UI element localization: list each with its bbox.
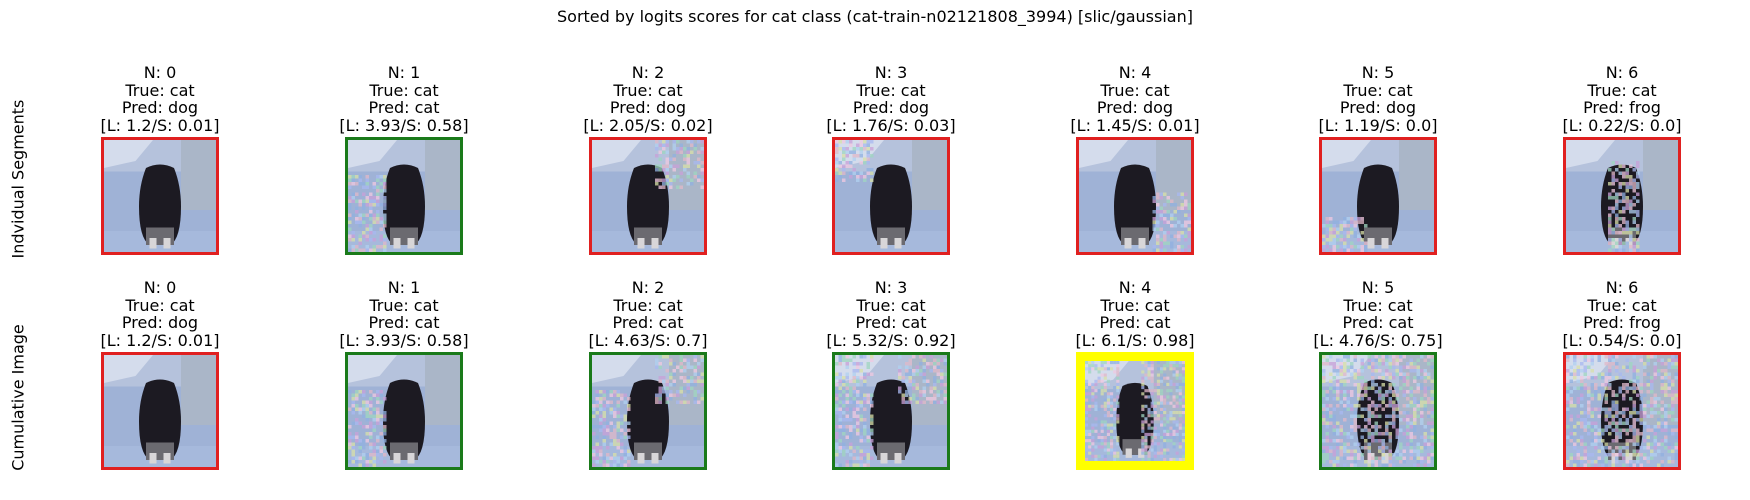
panel-true: True: cat bbox=[1587, 295, 1657, 315]
cumulative-panel-0: N: 0 True: cat Pred: dog [L: 1.2/S: 0.01… bbox=[70, 278, 250, 471]
panel-true: True: cat bbox=[1343, 295, 1413, 315]
cumulative-panel-3: N: 3 True: cat Pred: cat [L: 5.32/S: 0.9… bbox=[801, 278, 981, 471]
panel-true: True: cat bbox=[1100, 80, 1170, 100]
individual-panel-5: N: 5 True: cat Pred: dog [L: 1.19/S: 0.0… bbox=[1288, 63, 1468, 256]
panel-n: N: 2 bbox=[631, 278, 665, 297]
panel-score: [L: 0.54/S: 0.0] bbox=[1562, 330, 1682, 350]
segment-image bbox=[1563, 137, 1681, 256]
panel-score: [L: 0.22/S: 0.0] bbox=[1562, 115, 1682, 135]
segment-image bbox=[1319, 137, 1437, 256]
panel-pred: Pred: dog bbox=[852, 98, 930, 118]
panel-pred: Pred: cat bbox=[368, 98, 440, 118]
cumulative-panel-6: N: 6 True: cat Pred: frog [L: 0.54/S: 0.… bbox=[1532, 278, 1712, 471]
figure-title: Sorted by logits scores for cat class (c… bbox=[557, 7, 1193, 26]
panel-pred: Pred: dog bbox=[1339, 98, 1417, 118]
panel-score: [L: 3.93/S: 0.58] bbox=[339, 330, 469, 350]
panel-n: N: 5 bbox=[1361, 278, 1395, 297]
panel-true: True: cat bbox=[1587, 80, 1657, 100]
panel-true: True: cat bbox=[856, 295, 926, 315]
individual-panel-1: N: 1 True: cat Pred: cat [L: 3.93/S: 0.5… bbox=[314, 63, 494, 256]
cumulative-image bbox=[1076, 352, 1194, 471]
individual-panel-2: N: 2 True: cat Pred: dog [L: 2.05/S: 0.0… bbox=[558, 63, 738, 256]
panel-true: True: cat bbox=[369, 80, 439, 100]
panel-n: N: 3 bbox=[874, 63, 908, 82]
panel-n: N: 3 bbox=[874, 278, 908, 297]
panel-true: True: cat bbox=[613, 295, 683, 315]
cumulative-image bbox=[1563, 352, 1681, 471]
panel-pred: Pred: cat bbox=[1099, 313, 1171, 333]
panel-score: [L: 1.45/S: 0.01] bbox=[1070, 115, 1200, 135]
panel-pred: Pred: dog bbox=[1096, 98, 1174, 118]
individual-panel-0: N: 0 True: cat Pred: dog [L: 1.2/S: 0.01… bbox=[70, 63, 250, 256]
segment-image bbox=[101, 137, 219, 256]
panel-n: N: 6 bbox=[1605, 278, 1639, 297]
panel-score: [L: 5.32/S: 0.92] bbox=[826, 330, 956, 350]
cumulative-image bbox=[101, 352, 219, 471]
individual-panel-6: N: 6 True: cat Pred: frog [L: 0.22/S: 0.… bbox=[1532, 63, 1712, 256]
panel-true: True: cat bbox=[369, 295, 439, 315]
panel-pred: Pred: frog bbox=[1583, 98, 1661, 118]
panel-true: True: cat bbox=[1343, 80, 1413, 100]
panel-score: [L: 1.2/S: 0.01] bbox=[100, 330, 220, 350]
panel-pred: Pred: frog bbox=[1583, 313, 1661, 333]
cumulative-image bbox=[589, 352, 707, 471]
cumulative-image bbox=[1319, 352, 1437, 471]
panel-score: [L: 1.76/S: 0.03] bbox=[826, 115, 956, 135]
individual-panel-4: N: 4 True: cat Pred: dog [L: 1.45/S: 0.0… bbox=[1045, 63, 1225, 256]
cumulative-image bbox=[832, 352, 950, 471]
row-label-individual: Indvidual Segments bbox=[8, 99, 28, 259]
panel-score: [L: 2.05/S: 0.02] bbox=[583, 115, 713, 135]
cumulative-panel-1: N: 1 True: cat Pred: cat [L: 3.93/S: 0.5… bbox=[314, 278, 494, 471]
cumulative-panel-4: N: 4 True: cat Pred: cat [L: 6.1/S: 0.98… bbox=[1045, 278, 1225, 471]
cumulative-panel-5: N: 5 True: cat Pred: cat [L: 4.76/S: 0.7… bbox=[1288, 278, 1468, 471]
segment-image bbox=[832, 137, 950, 256]
panel-score: [L: 6.1/S: 0.98] bbox=[1075, 330, 1195, 350]
panel-score: [L: 1.2/S: 0.01] bbox=[100, 115, 220, 135]
panel-score: [L: 3.93/S: 0.58] bbox=[339, 115, 469, 135]
panel-n: N: 4 bbox=[1118, 278, 1152, 297]
panel-pred: Pred: cat bbox=[855, 313, 927, 333]
panel-true: True: cat bbox=[1100, 295, 1170, 315]
panel-pred: Pred: cat bbox=[612, 313, 684, 333]
panel-score: [L: 4.63/S: 0.7] bbox=[588, 330, 708, 350]
cumulative-panel-2: N: 2 True: cat Pred: cat [L: 4.63/S: 0.7… bbox=[558, 278, 738, 471]
panel-n: N: 6 bbox=[1605, 63, 1639, 82]
panel-n: N: 2 bbox=[631, 63, 665, 82]
panel-true: True: cat bbox=[613, 80, 683, 100]
panel-score: [L: 1.19/S: 0.0] bbox=[1318, 115, 1438, 135]
panel-true: True: cat bbox=[856, 80, 926, 100]
individual-panel-3: N: 3 True: cat Pred: dog [L: 1.76/S: 0.0… bbox=[801, 63, 981, 256]
panel-true: True: cat bbox=[125, 295, 195, 315]
cumulative-image bbox=[345, 352, 463, 471]
panel-score: [L: 4.76/S: 0.75] bbox=[1313, 330, 1443, 350]
panel-pred: Pred: dog bbox=[121, 313, 199, 333]
panel-n: N: 1 bbox=[387, 63, 421, 82]
panel-n: N: 5 bbox=[1361, 63, 1395, 82]
panel-pred: Pred: cat bbox=[368, 313, 440, 333]
panel-pred: Pred: dog bbox=[121, 98, 199, 118]
segment-image bbox=[589, 137, 707, 256]
panel-pred: Pred: cat bbox=[1342, 313, 1414, 333]
segment-image bbox=[345, 137, 463, 256]
panel-n: N: 1 bbox=[387, 278, 421, 297]
segment-image bbox=[1076, 137, 1194, 256]
panel-true: True: cat bbox=[125, 80, 195, 100]
row-label-cumulative: Cumulative Image bbox=[8, 324, 28, 471]
panel-pred: Pred: dog bbox=[609, 98, 687, 118]
panel-n: N: 4 bbox=[1118, 63, 1152, 82]
panel-n: N: 0 bbox=[143, 278, 177, 297]
panel-n: N: 0 bbox=[143, 63, 177, 82]
